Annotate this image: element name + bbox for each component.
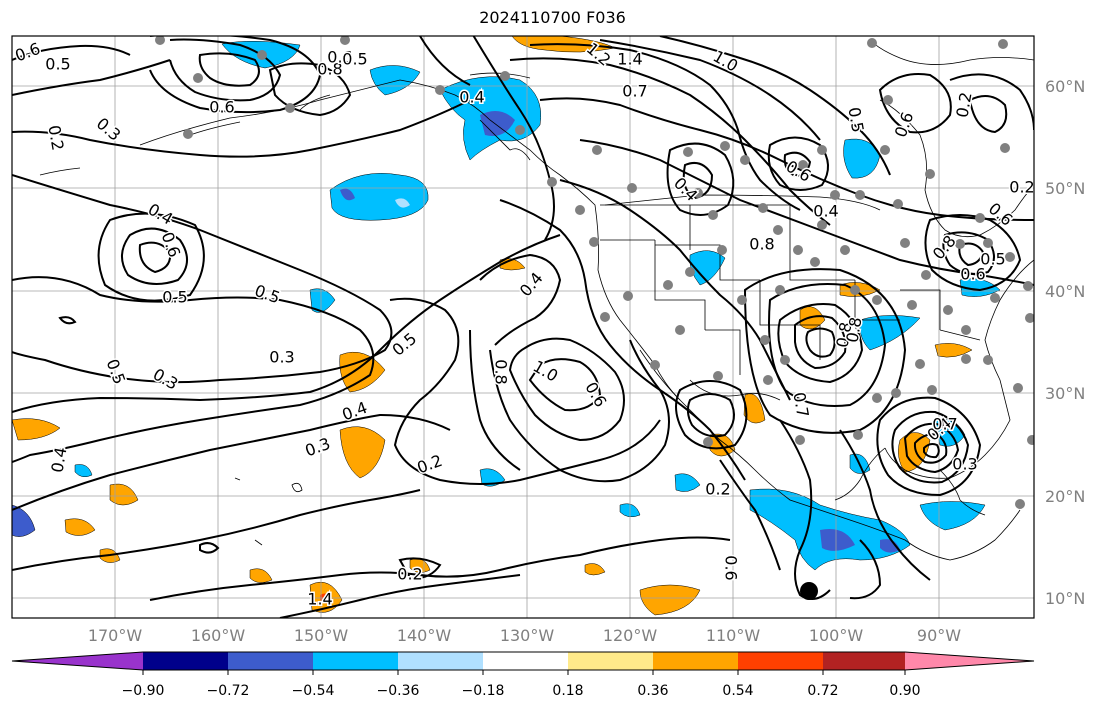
colorbar-segment (483, 652, 568, 670)
lat-label: 30°N (1045, 384, 1086, 403)
station-dots (155, 36, 1034, 509)
lon-label: 110°W (705, 626, 761, 645)
colorbar-tick-label: −0.72 (206, 683, 250, 699)
contour-lines (12, 36, 1034, 618)
lat-label: 10°N (1045, 589, 1086, 608)
contour-label: 0.4 (459, 88, 484, 107)
contour-label: 0.6 (209, 98, 234, 117)
contour-label: 0.4 (47, 446, 70, 474)
colorbar-segment (653, 652, 738, 670)
colorbar-tick-label: −0.18 (461, 683, 505, 699)
lon-label: 100°W (808, 626, 864, 645)
map-frame (11, 35, 1035, 619)
contour-label: 1.4 (617, 50, 642, 69)
colorbar-extend-high (905, 652, 1034, 670)
lon-label: 130°W (499, 626, 555, 645)
colorbar-segment (228, 652, 313, 670)
colorbar-segment (143, 652, 228, 670)
contour-label: 0.2 (705, 480, 730, 499)
colorbar-tick-label: 0.18 (552, 683, 584, 699)
map-title: 2024110700 F036 (479, 8, 626, 27)
colorbar-extend-low (12, 652, 143, 670)
lon-label: 140°W (396, 626, 452, 645)
colorbar-tick-label: −0.36 (376, 683, 420, 699)
contour-label: 0.6 (722, 555, 741, 580)
lon-label: 150°W (293, 626, 349, 645)
colorbar-segment (398, 652, 483, 670)
contour-label: 0.6 (960, 265, 985, 284)
contour-label: 0.7 (932, 415, 957, 434)
contour-label: 0.5 (844, 106, 867, 134)
contour-label: 0.5 (162, 288, 187, 307)
contour-label: 0.5 (980, 250, 1005, 269)
lon-label: 170°W (87, 626, 143, 645)
colorbar (11, 651, 1035, 675)
colorbar-segment (738, 652, 823, 670)
colorbar-segment (568, 652, 653, 670)
lon-label: 90°W (916, 626, 962, 645)
colorbar-tick-label: 0.72 (807, 683, 839, 699)
contour-label: 0.8 (492, 359, 511, 384)
lat-label: 40°N (1045, 282, 1086, 301)
contour-label: 0.8 (749, 235, 774, 254)
contour-label: 0.6 (327, 48, 352, 67)
contour-label: 0.8 (832, 321, 855, 349)
contour-label: 0.4 (813, 202, 838, 221)
lat-label: 50°N (1045, 179, 1086, 198)
contour-label: 1.4 (307, 590, 332, 609)
lat-label: 60°N (1045, 77, 1086, 96)
contour-label: 0.7 (622, 82, 647, 101)
contour-label: 0.2 (1009, 178, 1034, 197)
contour-label: 0.3 (269, 348, 294, 367)
contour-label: 0.5 (342, 50, 367, 69)
colorbar-tick-label: −0.54 (291, 683, 335, 699)
marker-dot (800, 582, 818, 600)
coastlines (39, 39, 1034, 561)
contour-label: 0.2 (397, 565, 422, 584)
lat-label: 20°N (1045, 487, 1086, 506)
colorbar-tick-label: 0.90 (889, 683, 921, 699)
contour-label: 0.2 (44, 124, 67, 152)
colorbar-segment (823, 652, 905, 670)
lon-label: 160°W (190, 626, 246, 645)
colorbar-segment (313, 652, 398, 670)
colorbar-tick-label: 0.54 (722, 683, 754, 699)
colorbar-tick-label: 0.36 (637, 683, 669, 699)
lon-label: 120°W (602, 626, 658, 645)
contour-label: 0.5 (45, 55, 70, 74)
graticule (12, 36, 1034, 618)
contour-label: 0.3 (952, 455, 977, 474)
contour-label: 0.8 (317, 60, 342, 79)
colorbar-tick-label: −0.90 (121, 683, 165, 699)
contour-label: 0.8 (842, 316, 865, 344)
